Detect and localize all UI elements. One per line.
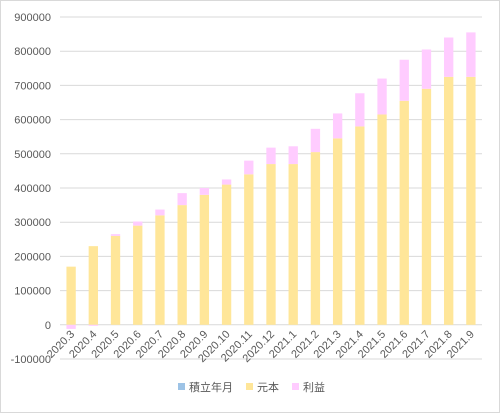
- x-axis-labels: 2020.32020.42020.52020.62020.72020.82020…: [45, 328, 477, 365]
- y-tick-label: 700000: [14, 80, 51, 92]
- y-tick-label: 800000: [14, 46, 51, 58]
- bar-segment: [444, 37, 454, 77]
- legend-swatch: [292, 383, 299, 390]
- bar-segment: [155, 215, 165, 325]
- legend-label: 利益: [303, 380, 325, 394]
- bar-segment: [199, 194, 210, 325]
- y-tick-label: -100000: [11, 354, 51, 366]
- bar-segment: [355, 126, 365, 325]
- bar-segment: [110, 234, 121, 236]
- legend-swatch: [178, 383, 185, 390]
- bar-segment: [221, 179, 232, 185]
- bar-segment: [133, 221, 143, 226]
- bar-segment: [133, 225, 143, 325]
- bar-segment: [399, 100, 409, 325]
- bar-segment: [377, 114, 387, 325]
- bar-segment: [266, 164, 276, 325]
- y-tick-label: 100000: [14, 286, 51, 298]
- bar-segment: [155, 209, 165, 216]
- y-tick-label: 0: [45, 320, 51, 332]
- y-tick-label: 400000: [14, 183, 51, 195]
- bar-segment: [88, 246, 98, 325]
- y-tick-label: 500000: [14, 149, 51, 161]
- bar-segment: [199, 188, 210, 195]
- y-tick-label: 600000: [14, 115, 51, 127]
- legend: 積立年月 元本 利益: [178, 380, 325, 394]
- y-tick-label: 300000: [14, 217, 51, 229]
- bar-segment: [66, 324, 76, 329]
- bar-segment: [310, 128, 321, 153]
- bar-segment: [110, 235, 121, 325]
- bar-segment: [466, 76, 476, 325]
- bar-segment: [332, 113, 343, 139]
- bar-segment: [221, 184, 232, 325]
- bar-segment: [66, 266, 76, 325]
- bar-segment: [444, 76, 454, 325]
- bar-segment: [244, 160, 254, 175]
- gridlines: [60, 16, 482, 360]
- legend-label: 積立年月: [189, 380, 233, 394]
- bars: [66, 32, 476, 329]
- y-tick-label: 200000: [14, 251, 51, 263]
- bar-segment: [310, 152, 321, 325]
- y-tick-label: 900000: [14, 12, 51, 24]
- bar-segment: [288, 146, 298, 165]
- bar-segment: [244, 174, 254, 325]
- legend-swatch: [246, 383, 253, 390]
- bar-segment: [466, 32, 476, 77]
- bar-segment: [266, 147, 276, 165]
- bar-segment: [377, 78, 387, 115]
- bar-segment: [355, 93, 365, 127]
- bar-segment: [88, 324, 98, 326]
- bar-segment: [399, 59, 409, 101]
- bar-segment: [421, 49, 432, 89]
- bar-segment: [177, 193, 187, 206]
- legend-label: 元本: [257, 380, 279, 394]
- bar-segment: [177, 205, 187, 325]
- bar-segment: [421, 88, 432, 325]
- y-axis-labels: -100000 0 100000 200000 300000 400000 500000 60…: [11, 12, 51, 366]
- bar-segment: [332, 138, 343, 325]
- bar-segment: [288, 164, 298, 325]
